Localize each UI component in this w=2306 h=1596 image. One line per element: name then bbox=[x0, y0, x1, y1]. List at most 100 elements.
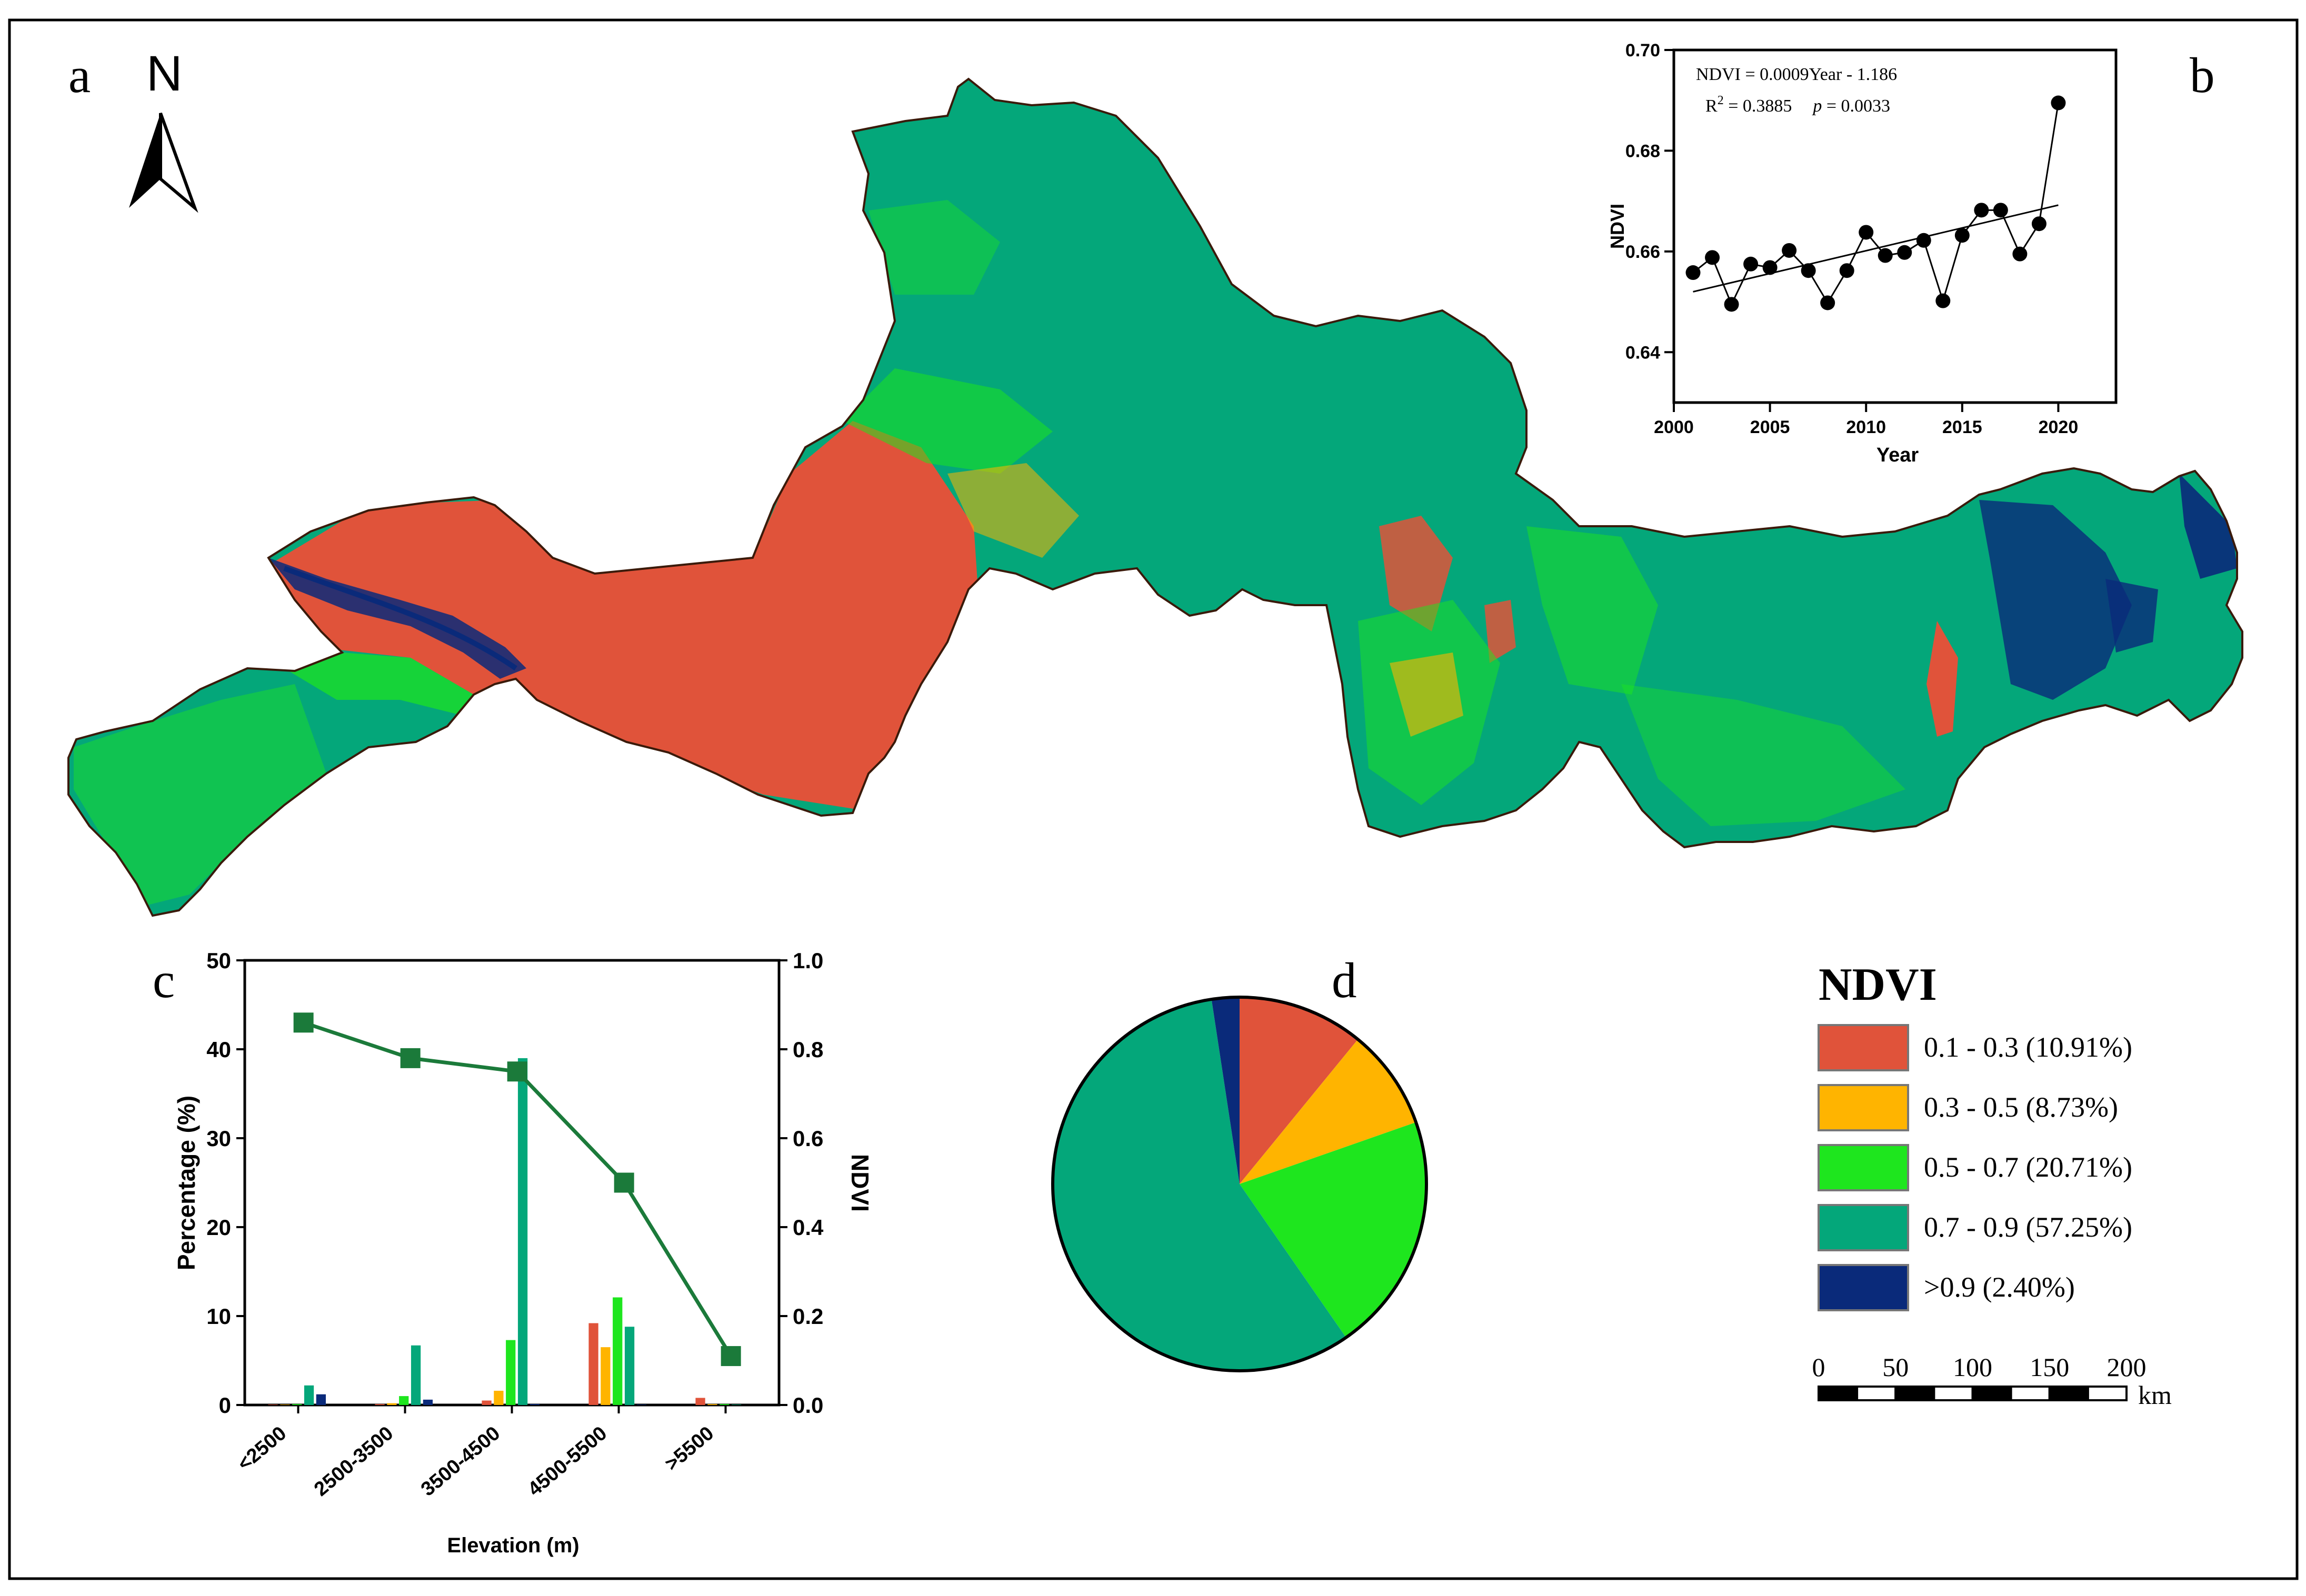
chart-b-stats: R2 = 0.3885 p = 0.0033 bbox=[1705, 94, 1890, 116]
ndvi-pie-chart bbox=[1051, 996, 1428, 1372]
scale-tick-label: 150 bbox=[2030, 1352, 2069, 1382]
chart-b-point bbox=[1954, 228, 1970, 243]
chart-c-bar bbox=[482, 1400, 492, 1405]
chart-b-ylabel: NDVI bbox=[1606, 204, 1628, 249]
chart-c-ndvi-marker bbox=[721, 1346, 741, 1367]
chart-c-frame bbox=[243, 959, 781, 1407]
chart-b-point bbox=[1724, 297, 1739, 312]
chart-c-bar bbox=[292, 1404, 302, 1405]
scale-segment bbox=[1971, 1386, 2012, 1401]
legend-swatch bbox=[1818, 1024, 1909, 1071]
chart-c-ndvi-marker bbox=[614, 1172, 634, 1193]
chart-b-xtick-label: 2005 bbox=[1750, 417, 1790, 437]
chart-c-bar bbox=[720, 1404, 730, 1405]
chart-b-ytick-label: 0.66 bbox=[1625, 242, 1660, 262]
chart-b-ytick-label: 0.70 bbox=[1625, 41, 1660, 61]
chart-c-bar bbox=[494, 1390, 504, 1405]
scale-tick-label: 100 bbox=[1953, 1352, 1992, 1382]
legend-swatch bbox=[1818, 1264, 1909, 1311]
chart-c-y2tick-label: 0.2 bbox=[793, 1304, 823, 1329]
pie-outline bbox=[1051, 996, 1428, 1372]
scale-unit: km bbox=[2138, 1380, 2172, 1410]
chart-b-equation: NDVI = 0.0009Year - 1.186 bbox=[1696, 65, 1897, 84]
panel-label-b: b bbox=[2190, 47, 2215, 103]
chart-c-bar bbox=[530, 1404, 540, 1405]
chart-c-ylabel: Percentage (%) bbox=[173, 1096, 200, 1270]
pie-slice bbox=[1240, 1039, 1416, 1184]
scale-segment bbox=[2087, 1386, 2128, 1401]
chart-c-xlabel: Elevation (m) bbox=[447, 1534, 579, 1557]
chart-b-point bbox=[1974, 203, 1989, 218]
panel-label-a: a bbox=[68, 47, 91, 103]
chart-c-bar bbox=[636, 1404, 647, 1405]
chart-c-ytick-label: 30 bbox=[206, 1126, 231, 1151]
pie-slice bbox=[1240, 1122, 1426, 1338]
scale-segment bbox=[1818, 1386, 1859, 1401]
chart-b-xlabel: Year bbox=[1876, 444, 1919, 466]
ndvi-legend: NDVI 0.1 - 0.3 (10.91%) 0.3 - 0.5 (8.73%)… bbox=[1818, 959, 2132, 1311]
scale-segment bbox=[1894, 1386, 1935, 1401]
chart-c-ndvi-marker bbox=[400, 1048, 421, 1068]
p-value: = 0.0033 bbox=[1822, 96, 1890, 116]
chart-c-bar bbox=[624, 1327, 635, 1405]
legend-swatch bbox=[1818, 1084, 1909, 1131]
chart-b-point bbox=[1897, 245, 1912, 260]
chart-b-point bbox=[1878, 248, 1893, 263]
chart-c-bar bbox=[304, 1385, 314, 1405]
chart-c-bar bbox=[375, 1404, 385, 1405]
chart-b-point bbox=[1916, 233, 1931, 248]
chart-c-bar bbox=[695, 1398, 705, 1405]
chart-b-point bbox=[1782, 243, 1797, 258]
chart-c-bar bbox=[613, 1297, 623, 1405]
chart-b-ytick-label: 0.64 bbox=[1625, 343, 1660, 363]
north-arrow-icon: N bbox=[129, 46, 198, 213]
pie-slice bbox=[1211, 997, 1240, 1184]
panel-label-d: d bbox=[1332, 952, 1357, 1008]
chart-c-ndvi-marker bbox=[507, 1061, 527, 1082]
chart-c-bar bbox=[387, 1403, 397, 1405]
legend-item-label: 0.3 - 0.5 (8.73%) bbox=[1924, 1091, 2118, 1123]
chart-b-point bbox=[1859, 225, 1874, 240]
chart-b-xtick-label: 2010 bbox=[1846, 417, 1886, 437]
legend-swatch bbox=[1818, 1204, 1909, 1251]
chart-b-ytick-label: 0.68 bbox=[1625, 141, 1660, 161]
chart-b-point bbox=[2051, 95, 2066, 111]
chart-b-point bbox=[1993, 203, 2008, 218]
scale-tick-label: 50 bbox=[1882, 1352, 1909, 1382]
scale-segment bbox=[1856, 1386, 1897, 1401]
chart-b-point bbox=[1743, 256, 1759, 272]
north-label: N bbox=[146, 46, 183, 102]
chart-c-bar bbox=[707, 1404, 717, 1405]
chart-c-bar bbox=[517, 1058, 528, 1405]
chart-c-bar bbox=[280, 1404, 290, 1405]
legend-item-label: 0.5 - 0.7 (20.71%) bbox=[1924, 1151, 2132, 1183]
chart-b-point bbox=[1685, 265, 1701, 280]
chart-c-ndvi-marker bbox=[293, 1012, 314, 1033]
scale-tick-label: 200 bbox=[2107, 1352, 2147, 1382]
scale-segment bbox=[2048, 1386, 2089, 1401]
legend-swatch bbox=[1818, 1144, 1909, 1191]
legend-title: NDVI bbox=[1819, 959, 1937, 1010]
chart-b-trendline bbox=[1693, 204, 2059, 293]
chart-b-point bbox=[1820, 295, 1835, 310]
chart-b-xtick-label: 2015 bbox=[1942, 417, 1982, 437]
chart-b-point bbox=[2031, 216, 2047, 232]
chart-c-bar bbox=[399, 1396, 409, 1405]
chart-c-bar bbox=[268, 1404, 278, 1405]
pie-slice bbox=[1240, 997, 1358, 1184]
chart-c-bar bbox=[423, 1399, 433, 1405]
r2-label: R bbox=[1705, 96, 1718, 116]
chart-c-y2tick-label: 0.0 bbox=[793, 1393, 823, 1418]
scale-segment bbox=[1933, 1386, 1974, 1401]
chart-c-bar bbox=[411, 1345, 421, 1405]
chart-c-bar bbox=[731, 1404, 742, 1405]
chart-b-point bbox=[1762, 260, 1778, 275]
p-label: p bbox=[1812, 96, 1822, 116]
chart-c-y2tick-label: 1.0 bbox=[793, 948, 823, 973]
chart-c-ytick-label: 50 bbox=[206, 948, 231, 973]
r2-value: = 0.3885 bbox=[1724, 96, 1792, 116]
scale-segment bbox=[2010, 1386, 2051, 1401]
chart-b-xtick-label: 2000 bbox=[1654, 417, 1694, 437]
chart-b-point bbox=[1801, 263, 1816, 278]
chart-b-point bbox=[1839, 263, 1854, 278]
